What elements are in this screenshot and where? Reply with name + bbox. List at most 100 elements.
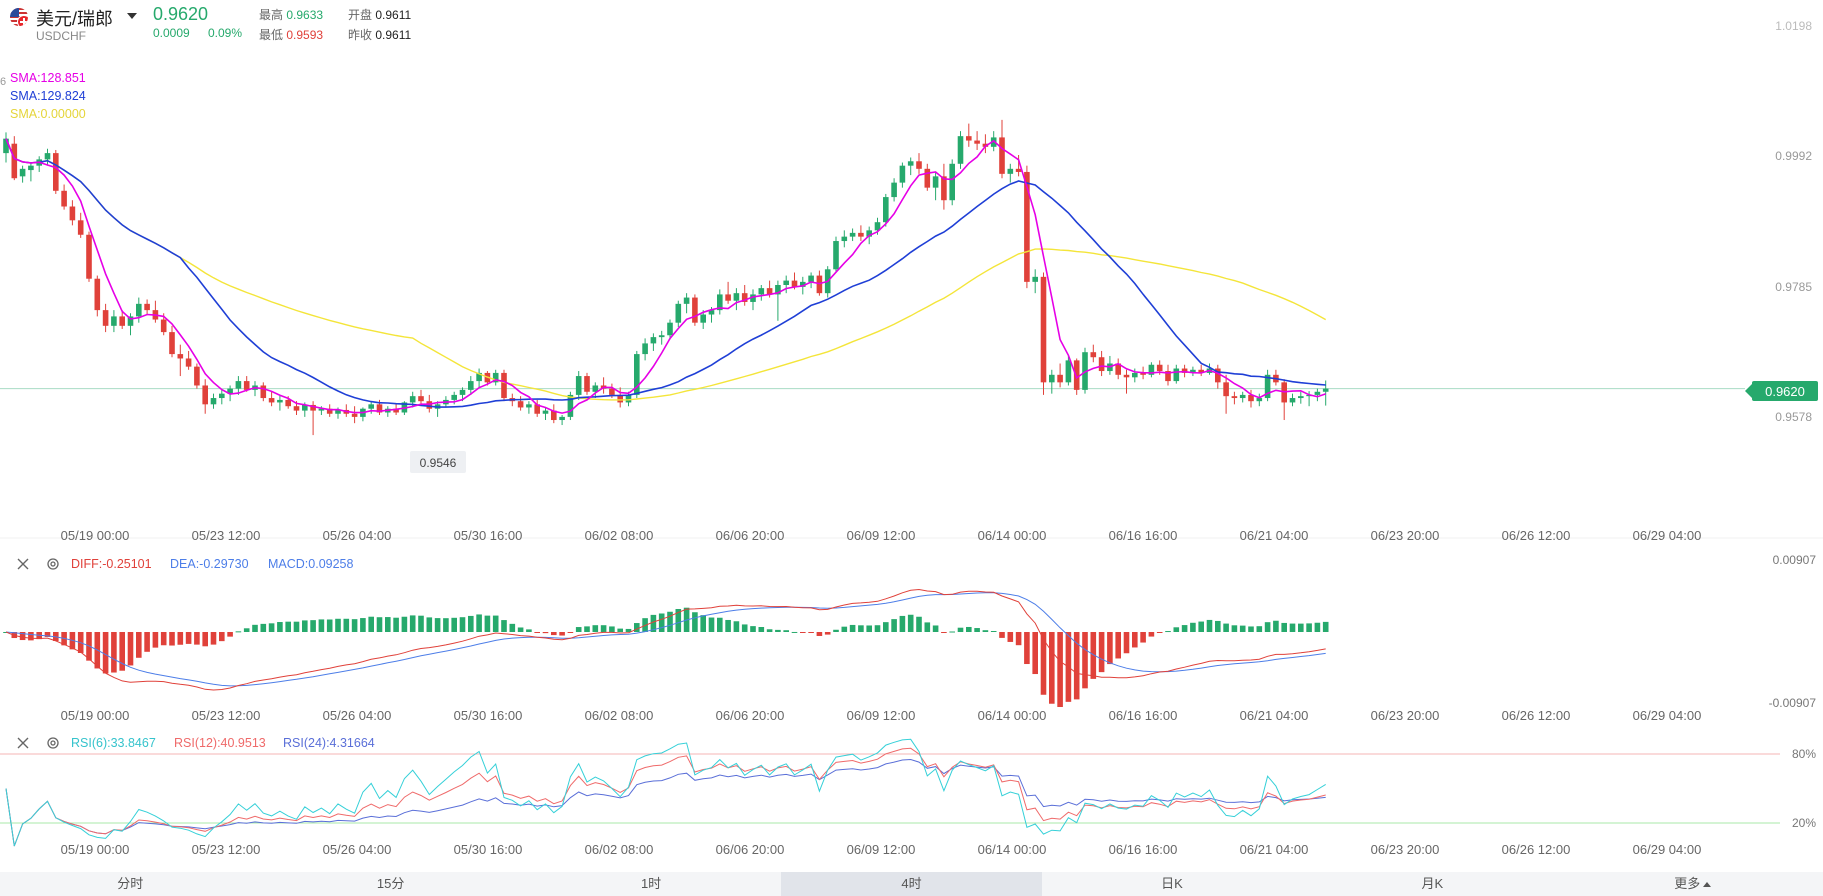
settings-icon[interactable] [46, 736, 60, 750]
rsi12-line [5, 747, 1326, 847]
macd-bar [816, 632, 823, 636]
macd-bar [1040, 632, 1047, 695]
chevron-down-icon[interactable] [127, 13, 137, 19]
stat-label: 开盘 [348, 8, 373, 22]
price-tick: 0.9785 [1775, 280, 1812, 294]
stat-value: 0.9633 [286, 8, 324, 22]
time-axis-label: 06/29 04:00 [1633, 708, 1702, 723]
macd-bar [916, 616, 922, 632]
candle [177, 354, 184, 359]
candle [617, 394, 623, 403]
candle [609, 388, 615, 395]
macd-bar [476, 614, 482, 632]
time-axis-label: 05/26 04:00 [323, 708, 392, 723]
candle [185, 358, 192, 367]
candle [650, 337, 657, 344]
time-axis-label: 06/06 20:00 [716, 842, 785, 857]
settings-icon[interactable] [46, 557, 60, 571]
time-axis-label: 05/26 04:00 [323, 842, 392, 857]
macd-bar [1289, 623, 1296, 632]
close-icon[interactable] [16, 557, 30, 571]
macd-bar [634, 623, 640, 632]
diff-line [5, 588, 1326, 691]
rsi12-label: RSI(12):40.9513 [174, 736, 266, 750]
time-axis-label: 06/23 20:00 [1371, 528, 1440, 543]
candle [1115, 363, 1121, 375]
candle [243, 381, 250, 390]
candle [1148, 364, 1155, 375]
candle [1181, 368, 1188, 373]
candle [94, 278, 101, 311]
sma-mid-label: SMA:129.824 [10, 89, 86, 103]
macd-bar [567, 632, 574, 633]
macd-bar [924, 622, 931, 632]
candle [326, 408, 333, 414]
candle [675, 303, 682, 323]
candle [758, 288, 765, 295]
candle [907, 161, 914, 166]
chevron-up-icon [1703, 882, 1712, 888]
macd-bar [708, 617, 715, 632]
macd-bar [791, 631, 798, 633]
candle [351, 413, 358, 417]
tab-4h[interactable]: 4时 [781, 872, 1042, 896]
tab-more[interactable]: 更多 [1563, 872, 1823, 896]
macd-bar [891, 619, 897, 632]
macd-bar [824, 632, 831, 635]
tab-intraday[interactable]: 分时 [0, 872, 260, 896]
time-axis-label: 06/21 04:00 [1240, 528, 1309, 543]
candle [741, 293, 748, 302]
macd-bar [152, 632, 159, 648]
macd-bar [849, 624, 856, 632]
macd-bar [874, 625, 881, 632]
price-tick: 0.9992 [1775, 149, 1812, 163]
stat-label: 昨收 [348, 28, 373, 42]
candle [575, 376, 582, 395]
candle [219, 393, 225, 399]
candle [86, 234, 92, 279]
macd-bar [517, 627, 524, 632]
tab-daily[interactable]: 日K [1042, 872, 1302, 896]
instrument-name[interactable]: 美元/瑞郎 [36, 9, 114, 29]
candle [368, 404, 374, 409]
macd-bar [1181, 625, 1188, 632]
time-axis-label: 05/23 12:00 [192, 528, 261, 543]
time-axis-label: 06/16 16:00 [1109, 708, 1178, 723]
candle [468, 381, 474, 390]
macd-bar [326, 619, 333, 632]
candle [77, 220, 84, 235]
candle [833, 241, 839, 270]
macd-bar [1057, 632, 1063, 707]
macd-bar [949, 631, 955, 633]
macd-bar [219, 632, 225, 642]
candlestick-chart[interactable]: 1.0198 0.9992 0.9785 0.9578 0.9620 0.954… [0, 0, 1823, 872]
candle [874, 222, 881, 231]
candle [766, 288, 773, 295]
candle [783, 280, 789, 285]
candle [136, 303, 142, 317]
sma-short-label: SMA:128.851 [10, 71, 86, 85]
macd-bar [617, 628, 623, 632]
tab-monthly[interactable]: 月K [1302, 872, 1562, 896]
macd-bar [858, 625, 864, 632]
rsi6-label: RSI(6):33.8467 [71, 736, 156, 750]
rsi-tick: 80% [1792, 747, 1816, 761]
candle [1173, 368, 1180, 382]
candle [1032, 276, 1038, 282]
candle [1065, 360, 1072, 383]
macd-bar [692, 612, 698, 632]
dea-line [5, 592, 1326, 687]
close-icon[interactable] [16, 736, 30, 750]
stat-label: 最高 [259, 8, 284, 22]
macd-bar [717, 617, 723, 632]
macd-bar [1298, 623, 1304, 632]
macd-bar [783, 630, 789, 632]
candle [1073, 360, 1080, 390]
tab-1h[interactable]: 1时 [521, 872, 781, 896]
tab-15min[interactable]: 15分 [260, 872, 520, 896]
candle [841, 236, 848, 242]
macd-bar [1165, 631, 1171, 633]
macd-bar [1032, 632, 1038, 675]
time-axis-label: 06/02 08:00 [585, 842, 654, 857]
candle [517, 401, 524, 408]
